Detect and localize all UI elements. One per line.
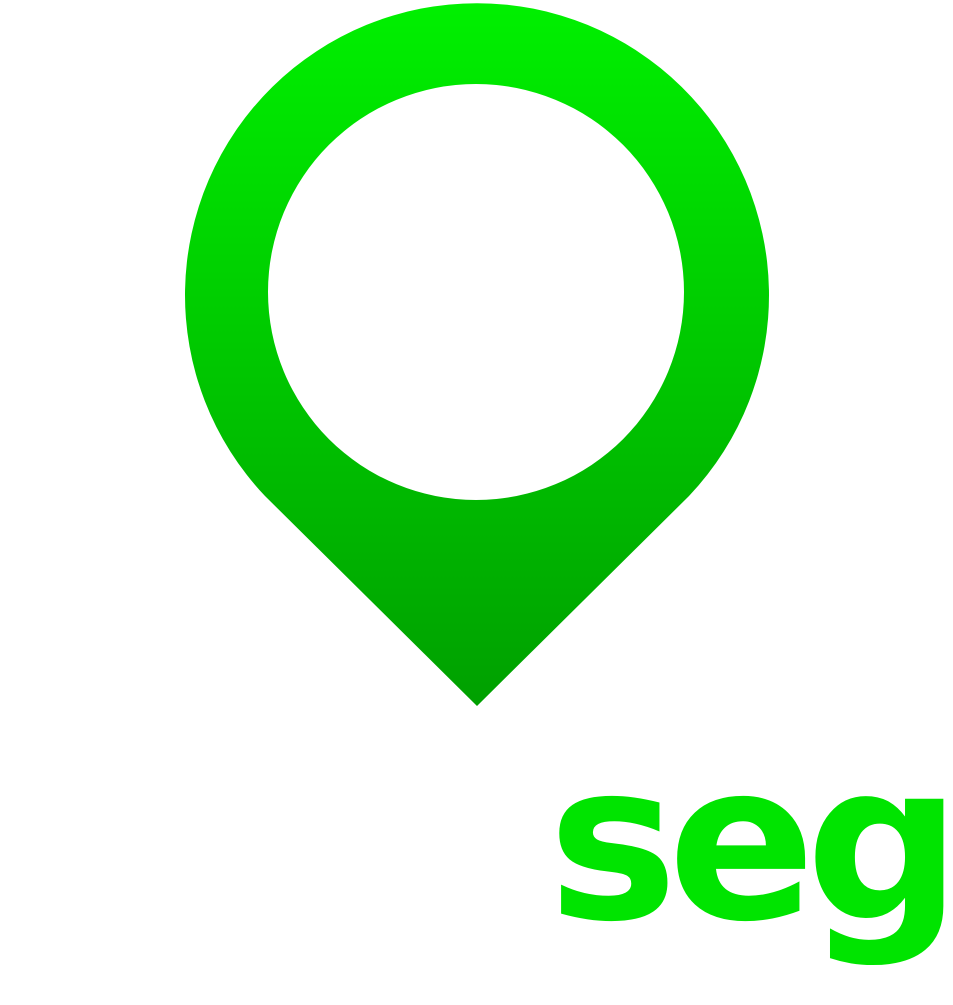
wordmark-prefix — [0, 760, 540, 1000]
wordmark-seg: seg — [548, 717, 953, 970]
